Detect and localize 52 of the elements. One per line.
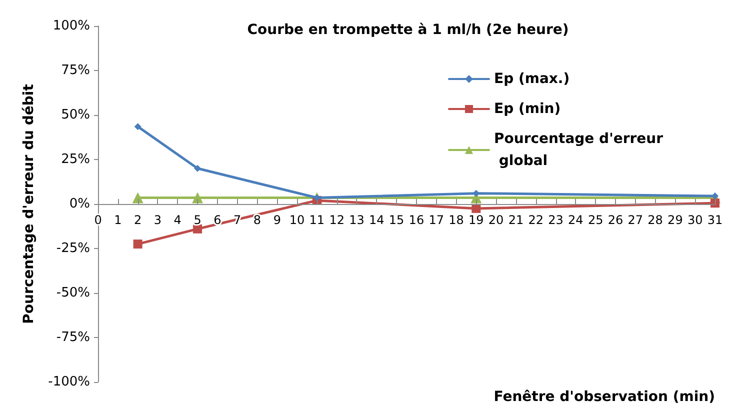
x-tick-label: 8 xyxy=(253,213,262,227)
y-tick-label: -100% xyxy=(48,374,90,390)
x-tick-label: 10 xyxy=(289,213,305,227)
y-tick-label: 50% xyxy=(61,108,90,122)
y-axis-title: Pourcentage d'erreur du débit xyxy=(21,84,37,324)
x-tick-label: 30 xyxy=(687,213,703,227)
x-tick-label: 19 xyxy=(468,213,484,227)
y-tick-label: 25% xyxy=(61,152,90,167)
x-tick-label: 14 xyxy=(369,213,384,227)
x-tick-label: 20 xyxy=(488,213,504,227)
y-tick-label: -25% xyxy=(56,241,90,256)
x-tick-label: 11 xyxy=(309,213,325,227)
legend-label: Pourcentage d'erreur global xyxy=(494,131,664,169)
chart-title: Courbe en trompette à 1 ml/h (2e heure) xyxy=(247,22,569,38)
x-tick-label: 21 xyxy=(508,213,524,227)
x-tick-label: 31 xyxy=(707,213,723,227)
point xyxy=(194,164,202,172)
point xyxy=(132,192,144,204)
x-tick-label: 24 xyxy=(568,213,584,227)
x-tick-label: 12 xyxy=(329,213,344,227)
x-axis-title: Fenêtre d'observation (min) xyxy=(494,389,716,405)
x-tick-label: 13 xyxy=(349,213,364,227)
x-tick-label: 0 xyxy=(94,213,102,227)
y-tick-label: -50% xyxy=(56,286,90,300)
x-tick-label: 23 xyxy=(548,213,564,227)
x-tick-label: 2 xyxy=(134,213,142,227)
x-tick-label: 5 xyxy=(194,213,202,227)
x-tick-label: 16 xyxy=(408,213,424,227)
x-tick-label: 1 xyxy=(114,213,122,227)
x-tick-label: 29 xyxy=(668,213,683,227)
point xyxy=(193,224,202,234)
x-tick-label: 25 xyxy=(588,213,604,227)
x-tick-label: 27 xyxy=(628,213,644,227)
x-tick-label: 3 xyxy=(154,213,162,227)
point xyxy=(472,190,480,197)
x-tick-label: 4 xyxy=(174,213,182,227)
x-tick-label: 9 xyxy=(273,213,281,227)
point xyxy=(192,192,204,204)
x-tick-label: 22 xyxy=(528,213,544,227)
y-tick-label: -75% xyxy=(56,330,90,345)
legend-label: Ep (max.) xyxy=(494,71,570,87)
x-tick-label: 18 xyxy=(448,213,464,227)
point xyxy=(133,240,142,249)
x-tick-label: 15 xyxy=(388,213,404,227)
legend-label: Ep (min) xyxy=(494,101,561,117)
y-tick-label: 0% xyxy=(69,196,90,212)
y-tick-label: 75% xyxy=(61,63,90,78)
y-tick-label: 100% xyxy=(52,18,90,34)
x-tick-label: 17 xyxy=(428,213,444,227)
x-tick-label: 26 xyxy=(608,213,624,227)
point xyxy=(134,123,142,130)
x-tick-label: 28 xyxy=(648,213,663,227)
